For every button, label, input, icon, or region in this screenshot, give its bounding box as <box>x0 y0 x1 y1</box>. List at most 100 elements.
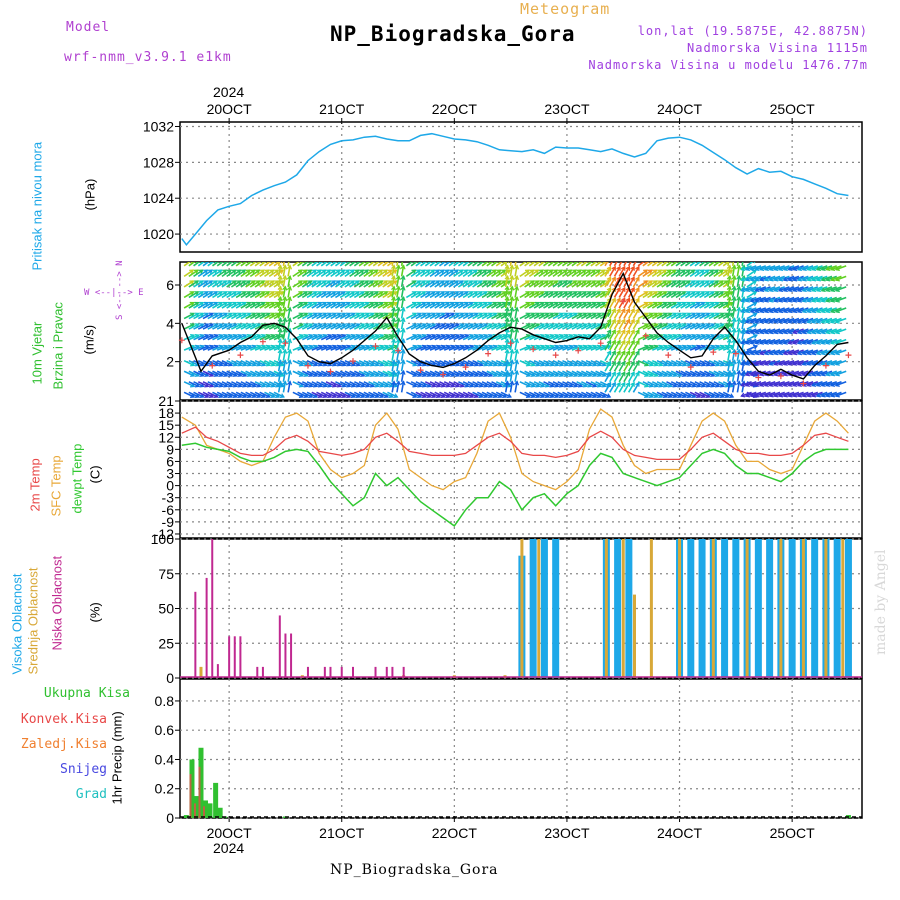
wind-arrow-head <box>736 348 742 354</box>
wind-arrow <box>221 291 232 299</box>
wind-arrow <box>396 370 400 382</box>
wind-arrow-head <box>463 301 470 307</box>
wind-arrow <box>240 381 252 388</box>
wind-arrow <box>642 391 654 398</box>
wind-arrow <box>500 391 512 398</box>
wind-arrow <box>759 317 771 324</box>
wind-arrow <box>410 323 422 330</box>
wind-arrow <box>514 262 517 266</box>
wind-arrow-head <box>723 269 729 275</box>
wind-arrow-head <box>278 255 282 259</box>
wind-arrow <box>391 349 395 361</box>
wind-arrow <box>736 297 741 309</box>
wind-arrow <box>802 349 814 355</box>
wind-arrow <box>429 280 440 288</box>
chart-title: NP_Biogradska_Gora <box>330 22 576 46</box>
wind-arrow-head <box>820 382 826 387</box>
wind-gust-marker <box>417 367 424 374</box>
wind-arrow <box>774 338 785 345</box>
wind-arrow <box>420 323 431 330</box>
wind-arrow <box>666 323 677 330</box>
wind-arrow <box>277 360 282 372</box>
wind-arrow-head <box>801 318 807 324</box>
wind-arrow <box>528 391 540 398</box>
wind-arrow <box>221 345 233 351</box>
wind-arrow <box>457 291 469 299</box>
wind-arrow <box>424 312 436 320</box>
wind-arrow <box>349 323 360 330</box>
wind-arrow-head <box>815 392 822 398</box>
wind-arrow <box>231 312 242 320</box>
wind-arrow <box>197 370 209 377</box>
temp-tick-label: 12 <box>158 429 174 445</box>
wind-arrow-head <box>396 255 400 259</box>
wind-arrow-head <box>425 269 431 275</box>
wind-arrow <box>377 334 389 341</box>
wind-arrow <box>613 340 621 351</box>
wind-arrow-head <box>777 308 784 314</box>
wind-arrow-head <box>473 301 479 307</box>
wind-arrow-head <box>749 392 755 398</box>
wind-arrow <box>472 301 483 309</box>
cloud-low-bar <box>194 591 197 678</box>
wind-arrow-head <box>572 280 578 285</box>
wind-arrow <box>543 269 554 278</box>
wind-arrow <box>287 370 291 382</box>
wind-arrow-head <box>718 280 724 285</box>
wind-arrow <box>797 359 809 366</box>
wind-arrow <box>750 296 762 302</box>
wind-arrow <box>524 301 535 309</box>
wind-arrow-head <box>250 280 256 285</box>
wind-arrow <box>292 301 303 309</box>
wind-arrow <box>778 338 790 345</box>
wind-arrow <box>377 359 389 367</box>
wind-arrow-head <box>391 359 397 365</box>
wind-arrow <box>816 317 828 324</box>
wind-arrow <box>259 269 270 278</box>
wind-arrow-head <box>400 296 406 302</box>
wind-arrow <box>330 280 341 288</box>
wind-arrow-head <box>782 371 788 377</box>
time-label-top: 22OCT <box>432 101 478 117</box>
wind-arrow <box>509 262 512 266</box>
wind-arrow-head <box>714 312 720 318</box>
wind-arrow-head <box>255 280 261 285</box>
wind-arrow-head <box>568 312 574 318</box>
wind-arrow <box>604 350 612 362</box>
wind-arrow <box>287 265 291 277</box>
wind-arrow <box>680 269 691 278</box>
wind-arrow-head <box>400 327 406 333</box>
wind-arrow-head <box>232 312 238 318</box>
wind-arrow <box>689 345 701 351</box>
wind-arrow-head <box>387 269 393 275</box>
wind-arrow <box>830 265 842 271</box>
wind-arrow-head <box>719 291 725 296</box>
wind-arrow-head <box>246 312 252 318</box>
wind-arrow <box>538 370 550 377</box>
wind-arrow <box>481 291 492 299</box>
wind-arrow-head <box>740 371 746 377</box>
wind-gust-marker <box>800 380 807 387</box>
wind-arrow <box>632 329 640 341</box>
wind-arrow <box>528 323 540 330</box>
wind-arrow-head <box>820 266 826 271</box>
wind-arrow-head <box>768 287 774 292</box>
wind-arrow <box>543 359 554 367</box>
wind-arrow-head <box>194 312 200 318</box>
wind-arrow <box>212 280 223 288</box>
wind-arrow <box>514 360 518 372</box>
wind-arrow <box>462 312 474 320</box>
wind-arrow <box>207 323 218 330</box>
wind-arrow-head <box>509 359 515 365</box>
wind-arrow <box>642 291 653 299</box>
wind-arrow-head <box>529 269 535 275</box>
wind-arrow <box>259 301 270 309</box>
time-label-top: 20OCT <box>207 101 253 117</box>
wind-arrow-head <box>787 266 793 271</box>
wind-arrow-head <box>705 301 711 307</box>
wind-arrow <box>604 329 612 341</box>
wind-arrow <box>731 297 736 309</box>
wind-arrow-head <box>829 308 836 314</box>
wind-arrow-head <box>829 287 836 292</box>
wind-arrow <box>571 262 579 267</box>
